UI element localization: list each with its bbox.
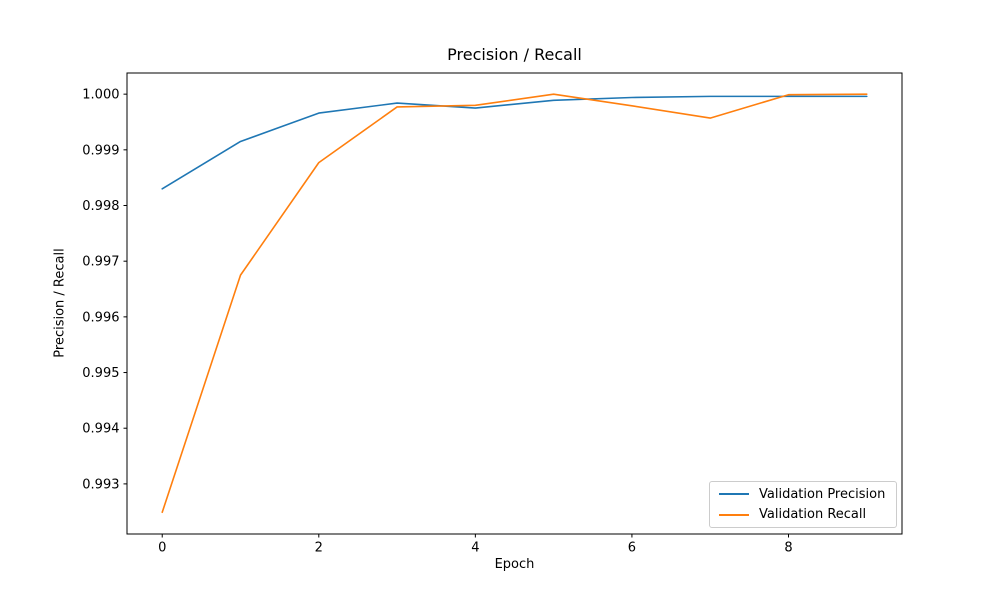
- y-tick-label: 0.997: [82, 255, 119, 270]
- x-tick-label: 4: [471, 541, 479, 556]
- legend-label-recall: Validation Recall: [759, 507, 867, 523]
- y-tick-label: 0.998: [82, 199, 119, 214]
- legend-item-validation-recall: Validation Recall: [719, 507, 887, 524]
- x-tick-label: 6: [628, 541, 636, 556]
- x-axis-label: Epoch: [494, 557, 535, 572]
- chart-title: Precision / Recall: [447, 45, 582, 64]
- legend-label-precision: Validation Precision: [759, 486, 886, 502]
- axes-spines: [126, 72, 903, 535]
- y-tick-label: 0.994: [82, 422, 119, 437]
- y-axis-label: Precision / Recall: [52, 248, 68, 358]
- y-tick-label: 0.993: [82, 477, 119, 492]
- legend: Validation Precision Validation Recall: [709, 481, 897, 528]
- legend-item-validation-precision: Validation Precision: [719, 486, 887, 503]
- y-tick-label: 1.000: [82, 88, 119, 103]
- y-tick-label: 0.995: [82, 366, 119, 381]
- x-tick-label: 2: [315, 541, 323, 556]
- series-line-precision: [161, 95, 868, 190]
- y-tick-label: 0.999: [82, 143, 119, 158]
- x-tick-label: 0: [158, 541, 166, 556]
- x-tick-label: 8: [784, 541, 792, 556]
- y-tick-label: 0.996: [82, 310, 119, 325]
- series-line-recall: [161, 93, 868, 514]
- legend-line-swatch-precision: [719, 493, 749, 496]
- legend-line-swatch-recall: [719, 513, 749, 516]
